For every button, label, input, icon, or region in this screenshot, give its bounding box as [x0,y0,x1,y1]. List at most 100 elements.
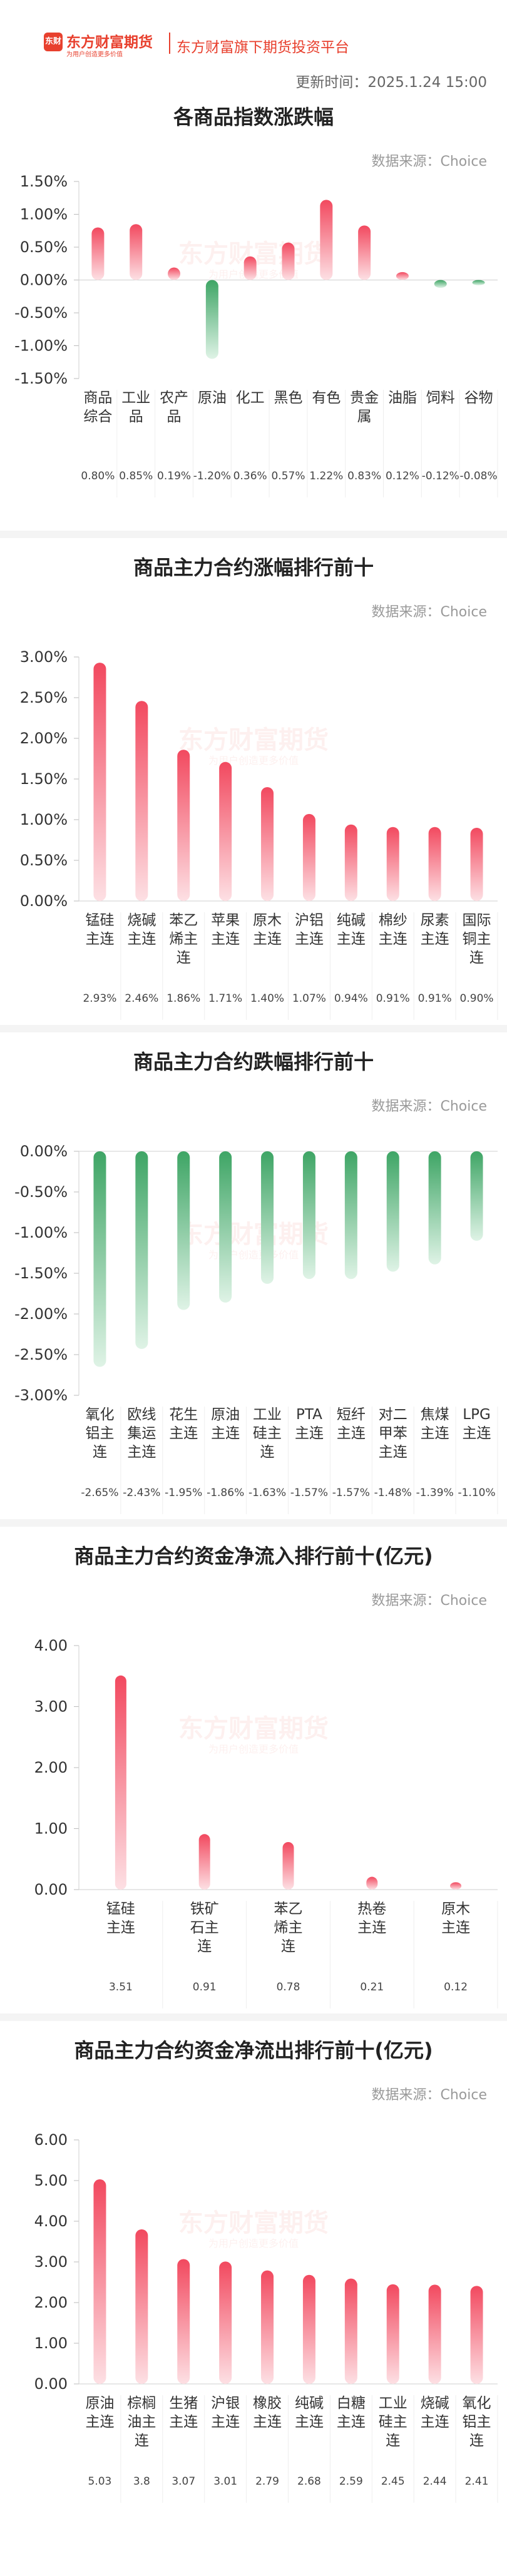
data-label: 1.22% [309,470,343,482]
bar [302,2274,315,2384]
category-label: 主连 [127,1444,156,1460]
data-label: -1.39% [416,1487,454,1499]
y-tick-label: 1.00 [34,2334,68,2352]
data-label: 2.45 [381,2475,405,2488]
category-label: 原油 [198,390,227,406]
data-label: -1.48% [374,1487,412,1499]
category-label: 沪银 [211,2395,240,2411]
y-tick-label: 2.50% [20,689,68,706]
data-label: 2.59 [339,2475,363,2488]
category-label: 主连 [463,1425,491,1442]
bar [130,224,143,280]
data-label: 0.83% [347,470,381,482]
data-label: -1.63% [248,1487,286,1499]
bar [168,267,181,280]
category-label: 烯主 [274,1920,303,1936]
category-label: 连 [469,2433,484,2449]
category-label: 主连 [253,2414,282,2430]
y-tick-label: 2.00 [34,2294,68,2311]
category-label: 焦煤 [421,1407,449,1423]
bar [366,1876,378,1890]
bar [261,2270,274,2384]
section-divider [0,1025,507,1032]
y-tick-label: 1.00% [20,206,68,223]
data-label: 0.91% [376,992,410,1005]
category-label: 连 [469,950,484,966]
category-label: 铝主 [85,1425,114,1442]
data-label: 2.44 [423,2475,447,2488]
y-tick-label: 1.00% [20,811,68,828]
data-label: 2.41 [465,2475,489,2488]
category-label: 铁矿 [190,1901,219,1917]
category-label: 主连 [169,1425,198,1442]
bar [115,1675,126,1890]
bar [472,280,485,285]
y-tick-label: 0.00 [34,2375,68,2393]
data-label: 3.01 [213,2475,237,2488]
y-tick-label: 2.00 [34,1759,68,1776]
data-source: 数据来源：Choice [371,154,487,170]
category-label: 锰硅 [106,1901,135,1917]
data-label: -0.08% [460,470,498,482]
category-label: 连 [281,1938,295,1955]
y-tick-label: 6.00 [34,2131,68,2149]
data-source: 数据来源：Choice [371,1099,487,1114]
category-label: 主连 [379,931,407,947]
category-label: 主连 [169,2414,198,2430]
bar [93,663,106,901]
data-source: 数据来源：Choice [371,604,487,620]
bar [386,1151,399,1272]
category-label: 硅主 [379,2414,407,2430]
bar [261,1151,274,1284]
bar [219,1151,232,1303]
bar [219,761,232,901]
y-tick-label: -0.50% [14,1183,68,1201]
category-label: 对二 [379,1407,407,1423]
data-label: 0.21 [360,1981,384,1993]
platform-tagline: 东方财富旗下期货投资平台 [177,39,349,56]
category-label: 橡胶 [253,2395,282,2411]
bar [358,225,371,280]
category-label: 主连 [295,1425,324,1442]
bar [428,2284,441,2384]
bar [282,1841,294,1890]
data-label: -1.20% [193,470,231,482]
category-label: 连 [93,1444,107,1460]
bar [428,827,441,901]
category-label: 热卷 [357,1901,386,1917]
y-tick-label: 0.00 [34,1881,68,1898]
category-label: 连 [135,2433,149,2449]
data-label: 3.51 [109,1981,133,1993]
bar [177,1151,190,1310]
data-label: 0.80% [81,470,115,482]
bar [470,1151,483,1241]
category-label: 谷物 [464,390,493,406]
category-label: 短纤 [337,1407,366,1423]
category-label: 贵金 [350,390,379,406]
bar [198,1834,210,1890]
category-label: 黑色 [274,390,303,406]
category-label: 饲料 [426,390,455,406]
y-tick-label: 3.00 [34,2253,68,2271]
category-label: 品 [129,409,143,425]
data-label: 0.91 [193,1981,217,1993]
data-label: 2.93% [83,992,116,1005]
data-label: 0.57% [271,470,305,482]
y-tick-label: 0.50% [20,852,68,869]
chart-svg: 0.00% -0.50% -1.00% -1.50% -2.00% -2.50% -3.00… [14,1143,498,1514]
bar [344,2278,357,2384]
category-label: 原油 [211,1407,240,1423]
bar [450,1882,462,1890]
category-label: 原木 [253,912,282,929]
data-label: 1.07% [292,992,326,1005]
data-label: 1.40% [250,992,284,1005]
category-label: 锰硅 [85,912,114,929]
data-label: -2.43% [123,1487,160,1499]
category-label: 苯乙 [169,912,198,929]
app-header: 东财 东方财富期货 为用户创造更多价值 东方财富旗下期货投资平台 [0,0,507,63]
bar [320,200,333,280]
y-tick-label: 0.00% [20,272,68,289]
bar [93,2179,106,2384]
